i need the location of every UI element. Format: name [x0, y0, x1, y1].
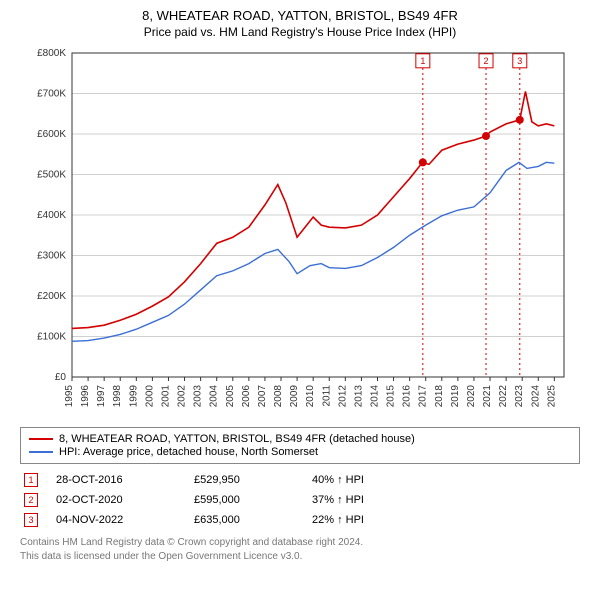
svg-text:2014: 2014 — [369, 385, 380, 408]
svg-text:1: 1 — [420, 56, 425, 66]
legend-item: 8, WHEATEAR ROAD, YATTON, BRISTOL, BS49 … — [29, 433, 571, 445]
footer: Contains HM Land Registry data © Crown c… — [20, 536, 580, 563]
svg-text:1996: 1996 — [80, 385, 91, 408]
svg-text:1997: 1997 — [96, 385, 107, 408]
svg-text:2013: 2013 — [353, 385, 364, 408]
svg-text:2000: 2000 — [144, 385, 155, 408]
legend-label: 8, WHEATEAR ROAD, YATTON, BRISTOL, BS49 … — [59, 433, 415, 445]
svg-text:£400K: £400K — [37, 210, 66, 221]
svg-text:2018: 2018 — [434, 385, 445, 408]
svg-text:2006: 2006 — [241, 385, 252, 408]
svg-text:£700K: £700K — [37, 89, 66, 100]
sale-date: 28-OCT-2016 — [56, 474, 176, 486]
svg-text:2019: 2019 — [450, 385, 461, 408]
sale-row: 3 04-NOV-2022 £635,000 22% ↑ HPI — [20, 510, 580, 530]
chart-title: 8, WHEATEAR ROAD, YATTON, BRISTOL, BS49 … — [0, 0, 600, 23]
svg-text:2020: 2020 — [466, 385, 477, 408]
svg-text:£200K: £200K — [37, 291, 66, 302]
sale-date: 04-NOV-2022 — [56, 514, 176, 526]
legend-item: HPI: Average price, detached house, Nort… — [29, 446, 571, 458]
sale-marker: 3 — [24, 513, 38, 527]
svg-text:2009: 2009 — [289, 385, 300, 408]
chart-area: £0 £100K £200K £300K £400K £500K £600K £700K £80… — [20, 43, 580, 423]
sale-marker: 2 — [24, 493, 38, 507]
sale-price: £595,000 — [194, 494, 294, 506]
chart-svg: £0 £100K £200K £300K £400K £500K £600K £700K £80… — [20, 43, 580, 423]
svg-text:1998: 1998 — [112, 385, 123, 408]
svg-text:£0: £0 — [55, 372, 67, 383]
legend-swatch — [29, 451, 53, 453]
svg-text:2: 2 — [484, 56, 489, 66]
svg-text:£300K: £300K — [37, 251, 66, 262]
svg-text:2008: 2008 — [273, 385, 284, 408]
svg-text:£800K: £800K — [37, 48, 66, 59]
svg-text:£600K: £600K — [37, 129, 66, 140]
svg-text:£100K: £100K — [37, 332, 66, 343]
svg-text:2016: 2016 — [402, 385, 413, 408]
legend-label: HPI: Average price, detached house, Nort… — [59, 446, 318, 458]
svg-text:2024: 2024 — [530, 385, 541, 408]
svg-text:2002: 2002 — [177, 385, 188, 408]
footer-line: This data is licensed under the Open Gov… — [20, 550, 580, 564]
svg-text:2015: 2015 — [386, 385, 397, 408]
svg-text:2017: 2017 — [418, 385, 429, 408]
legend: 8, WHEATEAR ROAD, YATTON, BRISTOL, BS49 … — [20, 427, 580, 464]
svg-text:2012: 2012 — [337, 385, 348, 408]
svg-text:2021: 2021 — [482, 385, 493, 408]
svg-text:2007: 2007 — [257, 385, 268, 408]
svg-text:2010: 2010 — [305, 385, 316, 408]
svg-text:1995: 1995 — [64, 385, 75, 408]
sale-marker: 1 — [24, 473, 38, 487]
sale-hpi: 40% ↑ HPI — [312, 474, 412, 486]
svg-text:2022: 2022 — [498, 385, 509, 408]
chart-container: 8, WHEATEAR ROAD, YATTON, BRISTOL, BS49 … — [0, 0, 600, 590]
chart-subtitle: Price paid vs. HM Land Registry's House … — [0, 23, 600, 43]
svg-text:2001: 2001 — [160, 385, 171, 408]
footer-line: Contains HM Land Registry data © Crown c… — [20, 536, 580, 550]
svg-text:1999: 1999 — [128, 385, 139, 408]
sale-price: £635,000 — [194, 514, 294, 526]
sale-row: 2 02-OCT-2020 £595,000 37% ↑ HPI — [20, 490, 580, 510]
sale-hpi: 37% ↑ HPI — [312, 494, 412, 506]
svg-text:2003: 2003 — [193, 385, 204, 408]
svg-text:2005: 2005 — [225, 385, 236, 408]
svg-text:2025: 2025 — [546, 385, 557, 408]
sales-table: 1 28-OCT-2016 £529,950 40% ↑ HPI 2 02-OCT-202… — [20, 470, 580, 530]
svg-text:2004: 2004 — [209, 385, 220, 408]
svg-text:2023: 2023 — [514, 385, 525, 408]
sale-row: 1 28-OCT-2016 £529,950 40% ↑ HPI — [20, 470, 580, 490]
svg-text:2011: 2011 — [321, 385, 332, 407]
sale-price: £529,950 — [194, 474, 294, 486]
sale-date: 02-OCT-2020 — [56, 494, 176, 506]
sale-hpi: 22% ↑ HPI — [312, 514, 412, 526]
svg-text:£500K: £500K — [37, 170, 66, 181]
svg-text:3: 3 — [517, 56, 522, 66]
legend-swatch — [29, 438, 53, 440]
